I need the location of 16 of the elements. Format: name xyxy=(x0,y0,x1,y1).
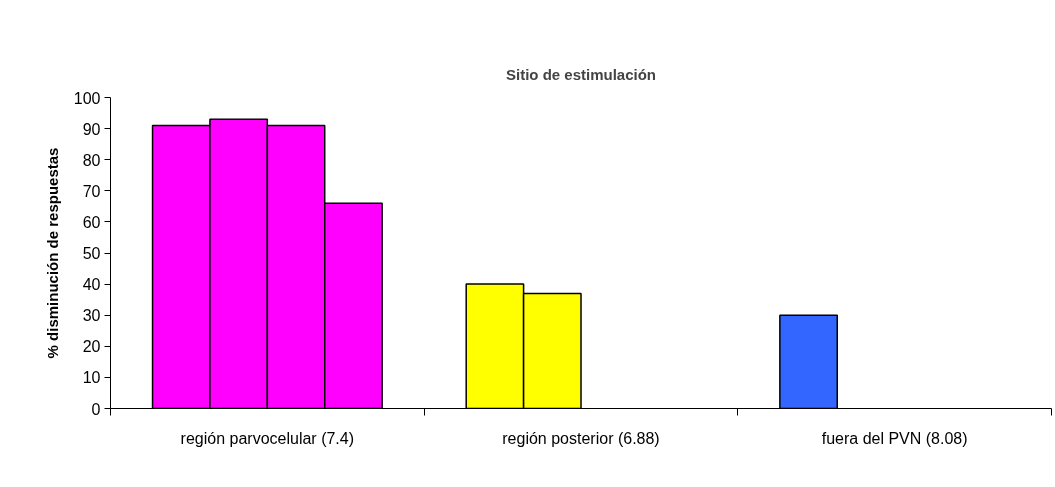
y-axis-title: % disminución de respuestas xyxy=(43,147,61,359)
x-tick-label: región parvocelular (7.4) xyxy=(180,429,355,447)
y-tick-label: 90 xyxy=(82,120,101,138)
y-tick-label: 60 xyxy=(82,213,101,231)
y-tick-label: 100 xyxy=(73,89,101,107)
y-tick-label: 80 xyxy=(82,151,101,169)
y-tick-label: 10 xyxy=(82,369,101,387)
x-tick-label: región posterior (6.88) xyxy=(502,429,660,447)
y-tick-label: 50 xyxy=(82,245,101,262)
x-tick-label: fuera del PVN (8.08) xyxy=(821,429,968,447)
y-tick-label: 40 xyxy=(82,276,101,294)
y-tick-label: 30 xyxy=(82,307,101,325)
chart-title: Sitio de estimulación xyxy=(505,65,657,83)
y-tick-label: 0 xyxy=(91,400,101,418)
y-tick-label: 20 xyxy=(82,338,101,356)
y-tick-label: 70 xyxy=(82,182,101,200)
